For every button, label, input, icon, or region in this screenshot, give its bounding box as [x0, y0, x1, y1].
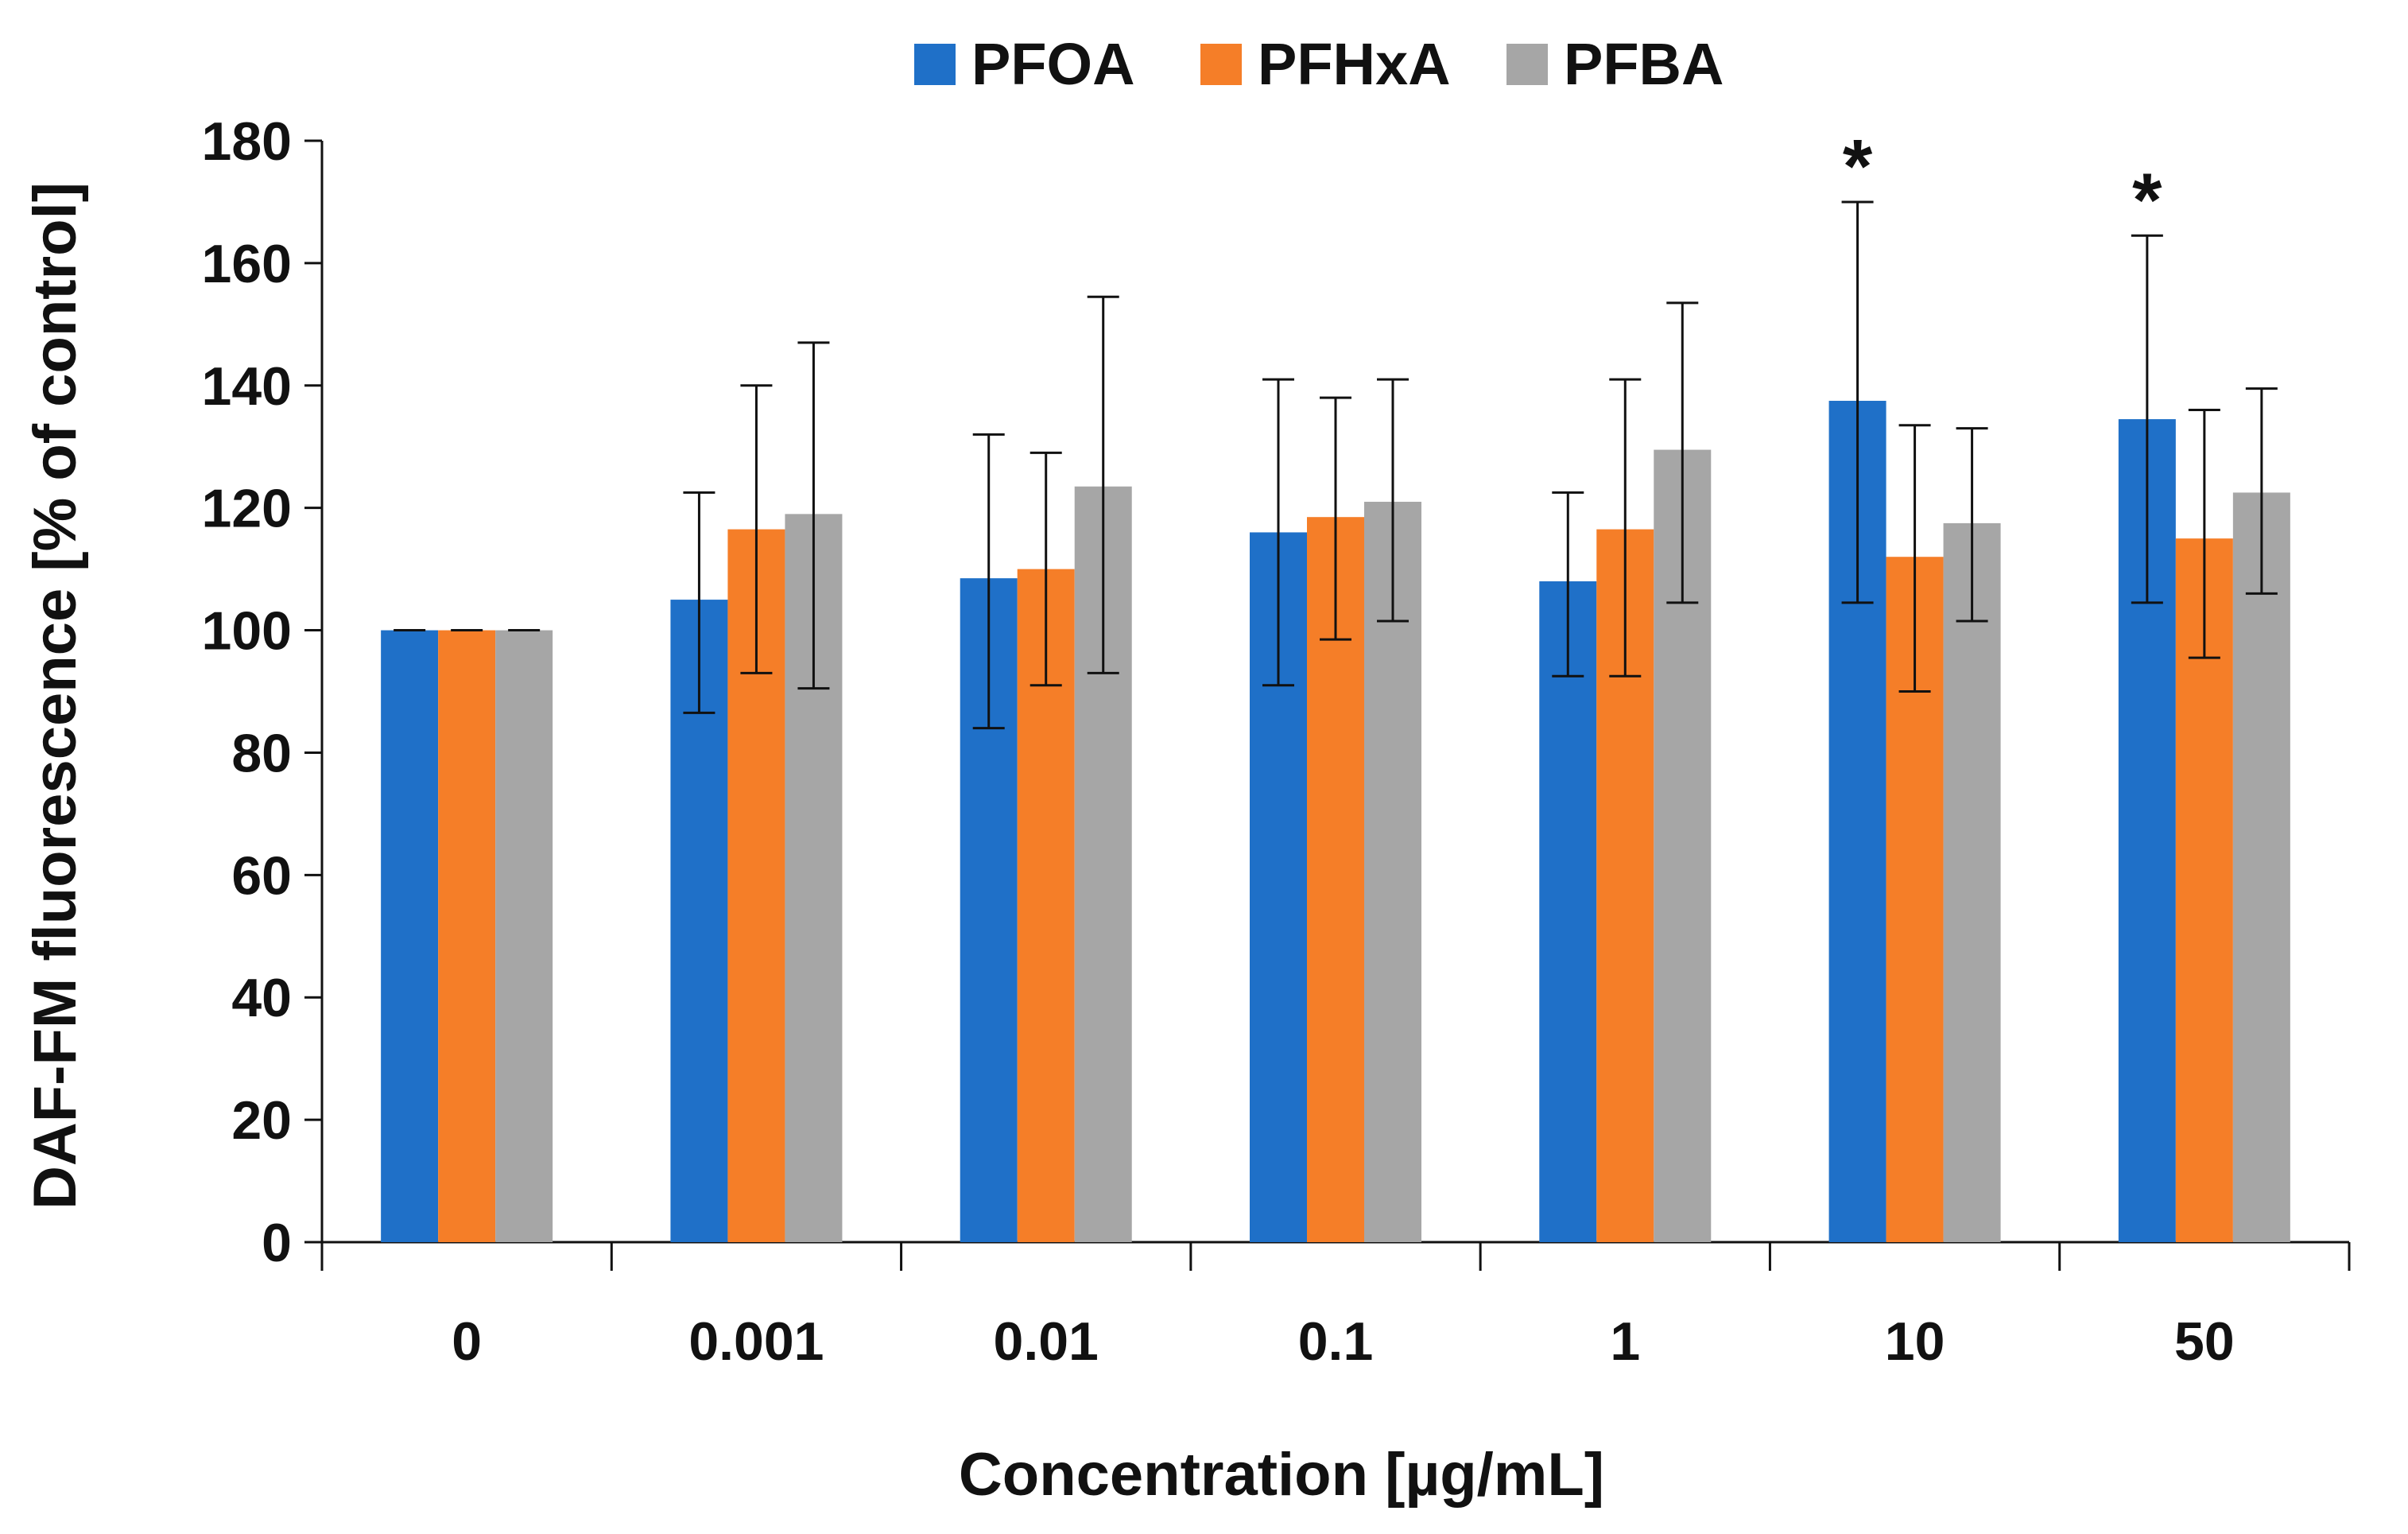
x-tick-label: 0.1: [1298, 1311, 1374, 1372]
y-tick-label: 60: [231, 845, 292, 906]
legend-label-pfhxa: PFHxA: [1258, 31, 1451, 97]
error-bars: [394, 200, 2278, 730]
x-tick-label: 10: [1885, 1311, 1945, 1372]
y-axis: 0 20 40 60 80 100 120 140 160 180: [202, 111, 324, 1273]
legend-label-pfba: PFBA: [1564, 31, 1724, 97]
y-tick-label: 80: [231, 723, 292, 783]
legend: PFOA PFHxA PFBA: [914, 31, 1724, 97]
y-tick-label: 180: [202, 111, 292, 172]
y-tick-label: 100: [202, 601, 292, 662]
significance-star: *: [2132, 157, 2162, 243]
x-axis: 0 0.001 0.01 0.1 1 10 50: [320, 1241, 2351, 1372]
x-tick-label: 0.001: [688, 1311, 824, 1372]
y-tick-label: 160: [202, 234, 292, 294]
bar-pfoa-1: [1539, 581, 1597, 1242]
x-tick-label: 0.01: [994, 1311, 1099, 1372]
bar-pfoa-0: [381, 630, 439, 1242]
significance-star: *: [1843, 124, 1873, 209]
legend-label-pfoa: PFOA: [971, 31, 1135, 97]
bar-pfba-10: [1943, 522, 2001, 1242]
bar-pfhxa-0: [438, 630, 496, 1242]
x-axis-title: Concentration [µg/mL]: [959, 1441, 1604, 1509]
x-tick-label: 0: [452, 1311, 482, 1372]
x-tick-label: 50: [2174, 1311, 2235, 1372]
bar-pfba-50: [2232, 492, 2290, 1242]
x-tick-label: 1: [1610, 1311, 1640, 1372]
legend-swatch-pfoa: [914, 44, 956, 85]
y-tick-label: 120: [202, 479, 292, 539]
y-tick-label: 20: [231, 1090, 292, 1151]
y-tick-label: 0: [262, 1213, 292, 1273]
legend-swatch-pfba: [1506, 44, 1548, 85]
bar-pfba-0.1: [1364, 501, 1421, 1242]
legend-swatch-pfhxa: [1200, 44, 1242, 85]
y-tick-label: 40: [231, 968, 292, 1028]
y-axis-title: DAF-FM fluorescence [% of control]: [21, 182, 89, 1210]
y-tick-label: 140: [202, 356, 292, 417]
bar-pfba-0: [495, 630, 553, 1242]
annotations: * *: [1843, 124, 2162, 243]
